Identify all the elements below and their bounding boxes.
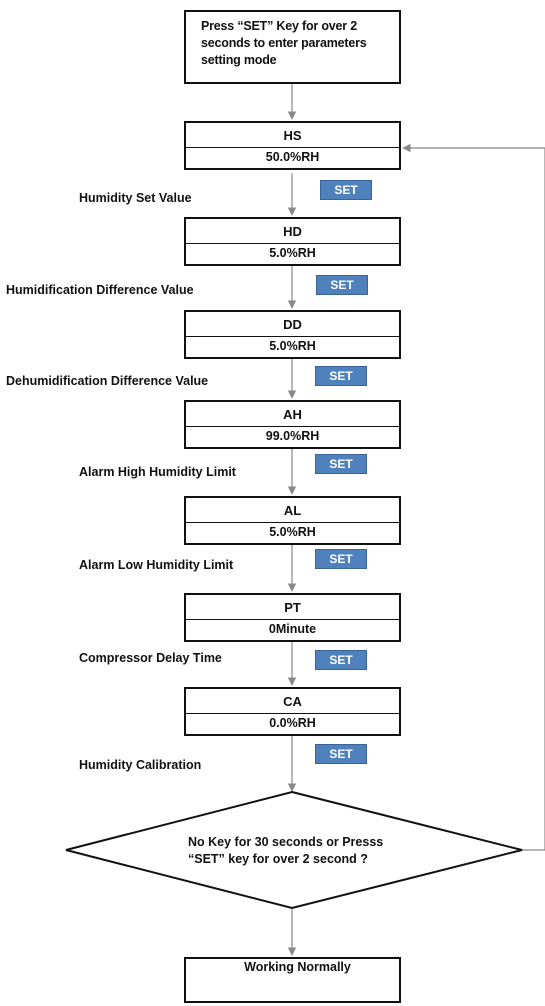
param-label-ca: Humidity Calibration — [79, 758, 202, 772]
param-box-hs: HS 50.0%RH — [184, 121, 401, 170]
param-label-dd: Dehumidification Difference Value — [6, 374, 209, 388]
param-box-dd: DD 5.0%RH — [184, 310, 401, 359]
end-text: Working Normally — [244, 960, 351, 974]
set-button[interactable]: SET — [316, 275, 368, 295]
start-box — [184, 10, 401, 84]
param-code: CA — [186, 689, 399, 714]
param-box-ah: AH 99.0%RH — [184, 400, 401, 449]
param-code: AL — [186, 498, 399, 523]
param-value: 5.0%RH — [269, 525, 316, 539]
set-button[interactable]: SET — [320, 180, 372, 200]
param-code: HS — [186, 123, 399, 148]
set-button[interactable]: SET — [315, 366, 367, 386]
param-value: 0Minute — [268, 622, 317, 636]
param-label-pt: Compressor Delay Time — [79, 651, 222, 665]
param-code: HD — [186, 219, 399, 244]
param-code: PT — [186, 595, 399, 620]
param-value: 5.0%RH — [269, 339, 316, 353]
param-box-al: AL 5.0%RH — [184, 496, 401, 545]
param-value: 0.0%RH — [269, 716, 316, 730]
param-label-al: Alarm Low Humidity Limit — [79, 558, 234, 572]
decision-diamond — [65, 790, 523, 910]
end-box — [184, 957, 401, 1003]
decision-text: No Key for 30 seconds or Presss “SET” ke… — [188, 835, 384, 866]
param-label-hd: Humidification Difference Value — [6, 283, 194, 297]
param-box-pt: PT 0Minute — [184, 593, 401, 642]
param-value: 5.0%RH — [269, 246, 316, 260]
param-value: 50.0%RH — [265, 150, 320, 164]
param-code: AH — [186, 402, 399, 427]
param-label-ah: Alarm High Humidity Limit — [79, 465, 236, 479]
set-button[interactable]: SET — [315, 744, 367, 764]
loop-back-line — [402, 143, 545, 851]
param-value: 99.0%RH — [265, 429, 320, 443]
set-button[interactable]: SET — [315, 650, 367, 670]
param-code: DD — [186, 312, 399, 337]
start-text: Press “SET” Key for over 2 seconds to en… — [201, 19, 367, 67]
param-box-hd: HD 5.0%RH — [184, 217, 401, 266]
set-button[interactable]: SET — [315, 454, 367, 474]
param-box-ca: CA 0.0%RH — [184, 687, 401, 736]
param-label-hs: Humidity Set Value — [79, 191, 192, 205]
set-button[interactable]: SET — [315, 549, 367, 569]
